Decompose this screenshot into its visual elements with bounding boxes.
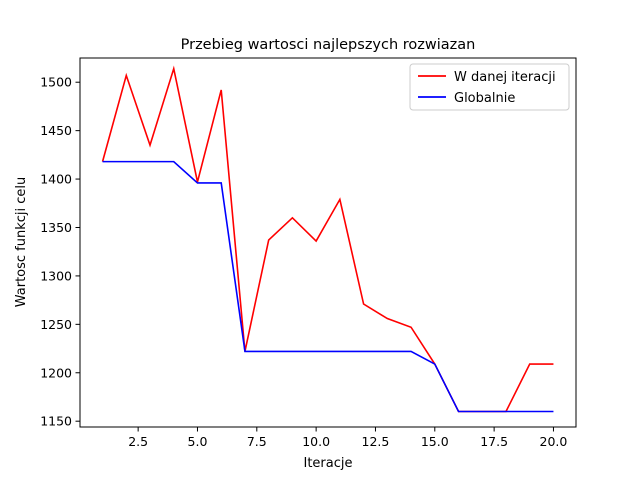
legend-box — [409, 63, 570, 111]
series-line-globalnie — [102, 160, 554, 413]
x-tick-label: 10.0 — [302, 434, 330, 449]
chart-title: Przebieg wartosci najlepszych rozwiazan — [181, 37, 476, 53]
x-axis-ticks: 2.5 5.0 7.5 10.0 12.5 15.0 17.5 20.0 — [128, 427, 567, 449]
plot-frame — [79, 57, 577, 428]
y-axis-label: Wartosc funkcji celu — [14, 177, 29, 308]
y-tick-label: 1500 — [40, 75, 72, 90]
series-lines — [101, 65, 554, 413]
x-tick-label: 15.0 — [421, 434, 449, 449]
legend: W danej iteracji Globalnie — [409, 63, 570, 111]
legend-label-globalnie: Globalnie — [454, 91, 515, 106]
y-tick-label: 1200 — [40, 365, 72, 380]
y-tick-label: 1450 — [40, 123, 72, 138]
x-tick-label: 12.5 — [362, 434, 390, 449]
y-tick-label: 1350 — [40, 220, 72, 235]
x-tick-label: 2.5 — [128, 434, 148, 449]
y-tick-label: 1150 — [40, 414, 72, 429]
x-axis-label: Iteracje — [304, 456, 353, 471]
y-axis-ticks: 1150 1200 1250 1300 1350 1400 1450 1500 — [40, 75, 80, 429]
y-tick-label: 1300 — [40, 268, 72, 283]
y-tick-label: 1400 — [40, 172, 72, 187]
x-tick-label: 5.0 — [188, 434, 208, 449]
y-tick-label: 1250 — [40, 317, 72, 332]
x-tick-label: 20.0 — [540, 434, 568, 449]
x-tick-label: 7.5 — [247, 434, 267, 449]
x-tick-label: 17.5 — [480, 434, 508, 449]
legend-label-w-danej-iteracji: W danej iteracji — [454, 70, 556, 85]
